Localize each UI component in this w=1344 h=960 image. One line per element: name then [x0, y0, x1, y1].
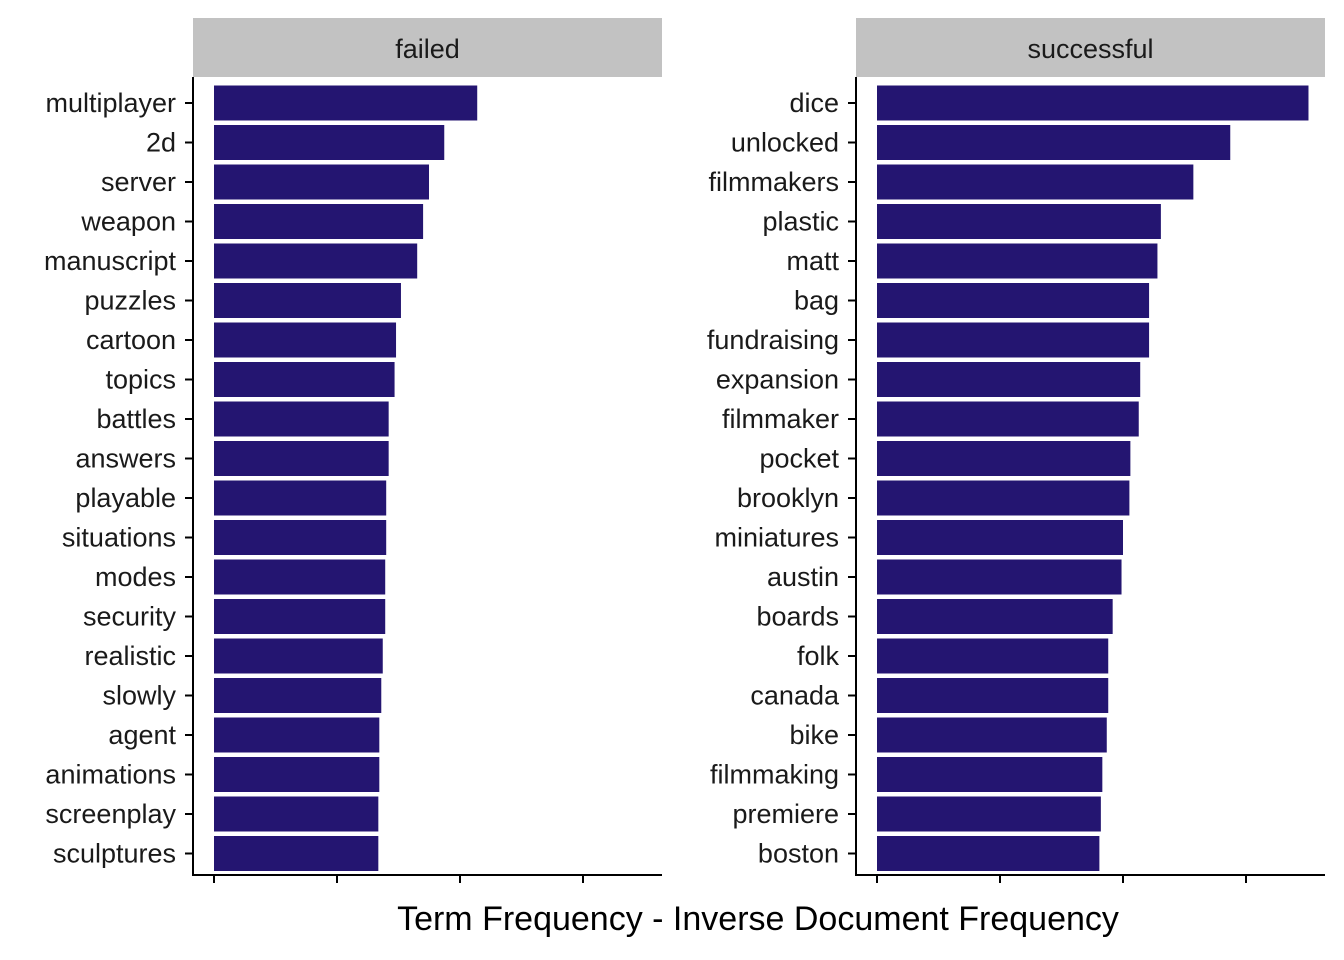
y-tick-label-filmmakers: filmmakers	[708, 167, 839, 197]
bar-multiplayer	[214, 85, 478, 121]
y-tick-label-battles: battles	[96, 404, 176, 434]
y-tick-label-matt: matt	[786, 246, 839, 276]
bar-canada	[877, 678, 1109, 713]
y-tick-label-slowly: slowly	[102, 681, 176, 711]
y-tick-label-miniatures: miniatures	[714, 523, 839, 553]
y-tick-label-filmmaking: filmmaking	[710, 760, 839, 790]
bar-premiere	[877, 796, 1101, 832]
panel-failed: failed multiplayer 2d server weapon manuscrip…	[44, 18, 662, 883]
y-tick-label-plastic: plastic	[762, 207, 839, 237]
bar-weapon	[214, 204, 424, 239]
y-tick-label-unlocked: unlocked	[731, 128, 839, 158]
y-tick-label-boards: boards	[756, 602, 839, 632]
y-tick-label-answers: answers	[75, 444, 176, 474]
y-tick-label-agent: agent	[108, 720, 176, 750]
y-tick-label-brooklyn: brooklyn	[737, 483, 839, 513]
bar-screenplay	[214, 796, 379, 832]
bar-modes	[214, 559, 386, 595]
bar-playable	[214, 480, 387, 516]
y-tick-label-premiere: premiere	[732, 799, 839, 829]
bar-topics	[214, 362, 395, 397]
facet-strip-label: successful	[1027, 34, 1153, 64]
y-tick-label-dice: dice	[789, 88, 839, 118]
bar-battles	[214, 401, 389, 437]
bar-cartoon	[214, 322, 397, 358]
bar-sculptures	[214, 836, 379, 871]
bar-bike	[877, 717, 1107, 753]
y-tick-label-weapon: weapon	[80, 207, 176, 237]
bar-security	[214, 599, 386, 634]
y-tick-label-austin: austin	[767, 562, 839, 592]
bar-realistic	[214, 638, 383, 674]
facet-strip	[193, 18, 662, 77]
y-tick-label-cartoon: cartoon	[86, 325, 176, 355]
bar-fundraising	[877, 322, 1150, 358]
y-tick-label-topics: topics	[105, 365, 176, 395]
y-tick-label-filmmaker: filmmaker	[722, 404, 839, 434]
y-tick-label-puzzles: puzzles	[84, 286, 176, 316]
y-tick-label-manuscript: manuscript	[44, 246, 177, 276]
y-tick-label-screenplay: screenplay	[45, 799, 176, 829]
bar-dice	[877, 85, 1309, 121]
x-axis-title: Term Frequency - Inverse Document Freque…	[397, 900, 1119, 938]
facet-strip-label: failed	[395, 34, 460, 64]
y-tick-label-animations: animations	[45, 760, 176, 790]
bar-animations	[214, 757, 380, 792]
bar-situations	[214, 520, 387, 555]
bar-puzzles	[214, 283, 401, 318]
y-tick-label-folk: folk	[797, 641, 840, 671]
bar-answers	[214, 441, 389, 476]
bar-unlocked	[877, 125, 1231, 160]
bar-austin	[877, 559, 1122, 595]
y-tick-label-playable: playable	[75, 483, 176, 513]
bar-pocket	[877, 441, 1131, 476]
y-tick-label-realistic: realistic	[84, 641, 176, 671]
bar-plastic	[877, 204, 1161, 239]
bar-2d	[214, 125, 445, 160]
bar-boards	[877, 599, 1113, 634]
y-tick-label-multiplayer: multiplayer	[45, 88, 176, 118]
y-tick-label-pocket: pocket	[759, 444, 839, 474]
bar-agent	[214, 717, 380, 753]
y-tick-label-security: security	[83, 602, 177, 632]
y-tick-label-sculptures: sculptures	[53, 839, 176, 869]
bar-filmmaker	[877, 401, 1139, 437]
bar-server	[214, 164, 430, 200]
bar-expansion	[877, 362, 1141, 397]
bar-matt	[877, 243, 1158, 279]
y-tick-label-situations: situations	[62, 523, 176, 553]
bar-brooklyn	[877, 480, 1130, 516]
panel-successful: successful dice unlocked filmmakers plastic m…	[707, 18, 1325, 883]
y-tick-label-fundraising: fundraising	[707, 325, 839, 355]
y-tick-label-2d: 2d	[146, 128, 176, 158]
bar-filmmakers	[877, 164, 1194, 200]
bar-miniatures	[877, 520, 1123, 555]
y-tick-label-server: server	[101, 167, 176, 197]
y-tick-label-bag: bag	[794, 286, 839, 316]
y-tick-label-canada: canada	[750, 681, 840, 711]
bar-slowly	[214, 678, 382, 713]
y-tick-label-bike: bike	[789, 720, 839, 750]
y-tick-label-expansion: expansion	[716, 365, 839, 395]
y-tick-label-modes: modes	[95, 562, 176, 592]
bar-folk	[877, 638, 1109, 674]
y-tick-label-boston: boston	[758, 839, 839, 869]
bar-boston	[877, 836, 1100, 871]
bar-manuscript	[214, 243, 418, 279]
bar-filmmaking	[877, 757, 1103, 792]
bar-bag	[877, 283, 1150, 318]
facet-strip	[856, 18, 1325, 77]
